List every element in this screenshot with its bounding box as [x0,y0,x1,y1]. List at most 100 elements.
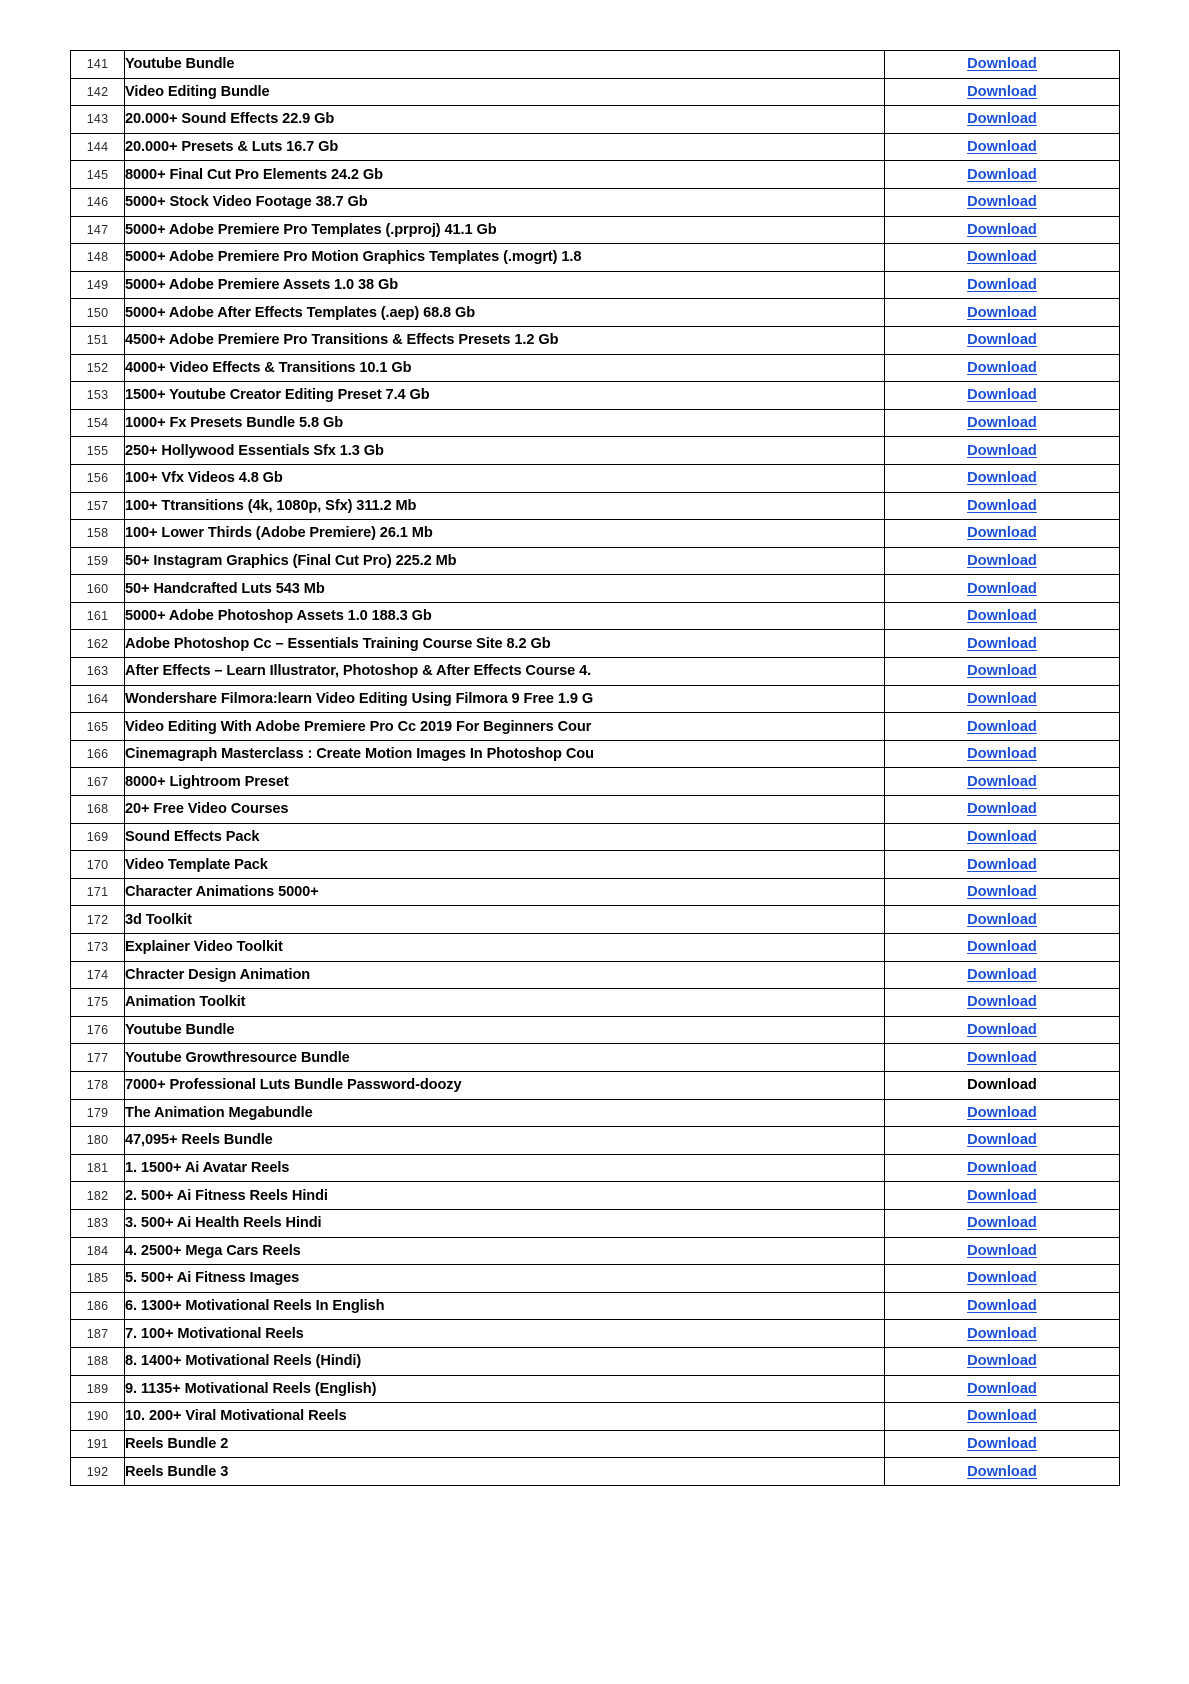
download-cell[interactable]: Download [884,1153,1120,1183]
download-link[interactable]: Download [967,1270,1037,1287]
download-link[interactable]: Download [967,387,1037,404]
download-link[interactable]: Download [967,194,1037,211]
download-cell[interactable]: Download [884,215,1120,245]
download-cell[interactable]: Download [884,1208,1120,1238]
download-link[interactable]: Download [967,801,1037,818]
download-cell[interactable]: Download [884,1126,1120,1155]
download-link[interactable]: Download [967,277,1037,294]
download-cell[interactable]: Download [884,601,1120,631]
download-cell[interactable]: Download [884,187,1120,217]
download-link[interactable]: Download [967,552,1037,569]
download-cell[interactable]: Download [884,1015,1120,1045]
download-cell[interactable]: Download [884,1346,1120,1376]
download-cell[interactable]: Download [884,1236,1120,1266]
download-link[interactable]: Download [967,580,1037,597]
download-cell[interactable]: Download [884,739,1120,769]
download-cell[interactable]: Download [884,1402,1120,1431]
download-cell[interactable]: Download [884,105,1120,134]
download-link[interactable]: Download [967,746,1037,763]
download-cell[interactable]: Download [884,1374,1120,1404]
download-link[interactable]: Download [967,635,1037,652]
download-link[interactable]: Download [967,525,1037,542]
download-cell[interactable]: Download [884,1181,1120,1210]
download-cell[interactable]: Download [884,1098,1120,1128]
download-cell[interactable]: Download [884,77,1120,107]
download-cell[interactable]: Download [884,850,1120,879]
download-link[interactable]: Download [967,1298,1037,1315]
download-cell[interactable]: Download [884,657,1120,686]
download-link[interactable]: Download [967,939,1037,956]
download-cell[interactable]: Download [884,822,1120,852]
download-link[interactable]: Download [967,249,1037,266]
download-link[interactable]: Download [967,690,1037,707]
download-cell[interactable]: Download [884,1291,1120,1321]
download-link[interactable]: Download [967,415,1037,432]
download-cell[interactable]: Download [884,1457,1120,1486]
download-cell[interactable]: Download [884,381,1120,410]
download-cell[interactable]: Download [884,933,1120,962]
download-link[interactable]: Download [967,1435,1037,1452]
download-link[interactable]: Download [967,911,1037,928]
download-link[interactable]: Download [967,1242,1037,1259]
download-link[interactable]: Download [967,332,1037,349]
download-cell[interactable]: Download [884,160,1120,189]
download-cell[interactable]: Download [884,1429,1120,1459]
download-link[interactable]: Download [967,166,1037,183]
download-cell[interactable]: Download [884,960,1120,990]
download-link[interactable]: Download [967,663,1037,680]
download-cell[interactable]: Download [884,629,1120,659]
download-cell[interactable]: Download [884,1264,1120,1293]
download-link[interactable]: Download [967,83,1037,100]
download-cell[interactable]: Download [884,767,1120,797]
download-link[interactable]: Download [967,1463,1037,1480]
download-cell[interactable]: Download [884,905,1120,934]
download-cell[interactable]: Download [884,712,1120,741]
download-link[interactable]: Download [967,994,1037,1011]
download-link[interactable]: Download [967,221,1037,238]
download-cell[interactable]: Download [884,574,1120,603]
download-link[interactable]: Download [967,1132,1037,1149]
download-cell[interactable]: Download [884,353,1120,383]
download-link[interactable]: Download [967,1353,1037,1370]
download-link[interactable]: Download [967,442,1037,459]
download-link[interactable]: Download [967,1104,1037,1121]
download-cell[interactable]: Download [884,1319,1120,1348]
download-cell[interactable]: Download [884,298,1120,327]
download-link[interactable]: Download [967,56,1037,73]
download-cell[interactable]: Download [884,988,1120,1017]
download-cell[interactable]: Download [884,325,1120,355]
download-cell[interactable]: Download [884,1043,1120,1072]
download-cell[interactable]: Download [884,519,1120,548]
download-cell[interactable]: Download [884,877,1120,907]
download-cell[interactable]: Download [884,546,1120,576]
download-cell[interactable]: Download [884,795,1120,824]
download-link[interactable]: Download [967,1049,1037,1066]
download-link[interactable]: Download [967,1325,1037,1342]
download-link[interactable]: Download [967,111,1037,128]
download-link[interactable]: Download [967,1022,1037,1039]
download-link[interactable]: Download [967,1408,1037,1425]
download-link[interactable]: Download [967,773,1037,790]
download-link[interactable]: Download [967,856,1037,873]
download-link[interactable]: Download [967,139,1037,156]
download-cell[interactable]: Download [884,270,1120,300]
download-link[interactable]: Download [967,966,1037,983]
download-link[interactable]: Download [967,884,1037,901]
download-link[interactable]: Download [967,718,1037,735]
download-link[interactable]: Download [967,1380,1037,1397]
download-cell[interactable]: Download [884,436,1120,465]
download-cell[interactable]: Download [884,463,1120,493]
download-cell[interactable]: Download [884,50,1120,79]
download-cell[interactable]: Download [884,132,1120,162]
download-link[interactable]: Download [967,1215,1037,1232]
download-link[interactable]: Download [967,828,1037,845]
download-link[interactable]: Download [967,304,1037,321]
download-cell[interactable]: Download [884,243,1120,272]
download-link[interactable]: Download [967,470,1037,487]
download-cell[interactable]: Download [884,684,1120,714]
download-link[interactable]: Download [967,608,1037,625]
download-link[interactable]: Download [967,359,1037,376]
download-link[interactable]: Download [967,1160,1037,1177]
download-link[interactable]: Download [967,497,1037,514]
download-link[interactable]: Download [967,1187,1037,1204]
